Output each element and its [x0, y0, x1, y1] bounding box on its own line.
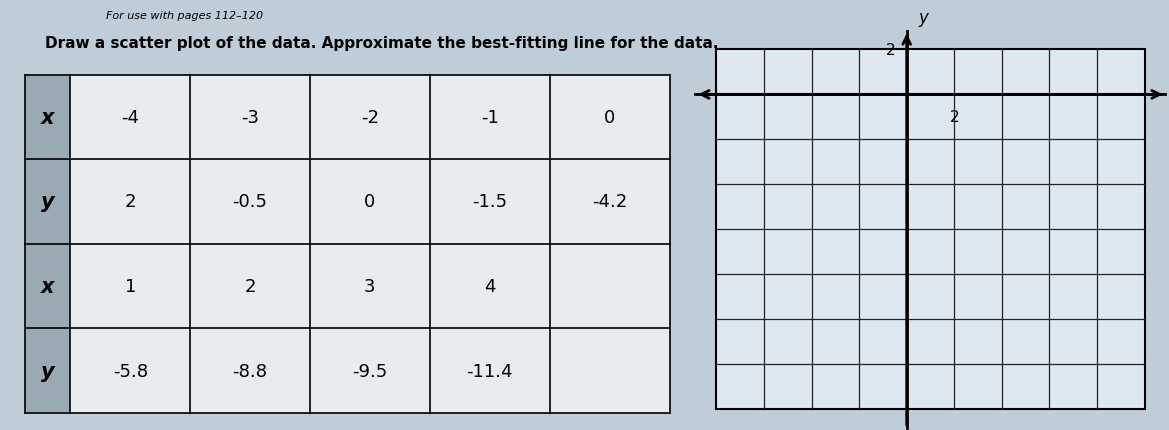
Text: 0: 0	[604, 109, 615, 126]
Bar	[191, 160, 310, 244]
Text: -9.5: -9.5	[352, 362, 388, 380]
Text: y: y	[41, 192, 55, 212]
Bar	[70, 244, 191, 329]
Bar	[310, 75, 430, 160]
Text: y: y	[41, 361, 55, 381]
Bar	[549, 160, 670, 244]
Text: -8.8: -8.8	[233, 362, 268, 380]
Text: Draw a scatter plot of the data. Approximate the best-fitting line for the data.: Draw a scatter plot of the data. Approxi…	[46, 36, 719, 51]
Text: 1: 1	[125, 277, 136, 295]
Bar	[70, 329, 191, 413]
Bar	[430, 75, 549, 160]
Text: x: x	[41, 276, 55, 296]
Text: 2: 2	[949, 110, 959, 125]
Bar	[430, 329, 549, 413]
Text: 2: 2	[124, 193, 136, 211]
Bar	[717, 50, 1144, 409]
Text: -0.5: -0.5	[233, 193, 268, 211]
Bar	[191, 75, 310, 160]
Text: -3: -3	[241, 109, 260, 126]
Text: For use with pages 112–120: For use with pages 112–120	[106, 11, 263, 21]
Text: 4: 4	[484, 277, 496, 295]
Text: -2: -2	[361, 109, 379, 126]
Bar	[310, 329, 430, 413]
Bar	[549, 75, 670, 160]
Bar	[191, 329, 310, 413]
Text: x: x	[41, 108, 55, 128]
Bar	[310, 160, 430, 244]
Text: 0: 0	[365, 193, 375, 211]
Bar	[26, 160, 70, 244]
Bar	[549, 329, 670, 413]
Bar	[26, 329, 70, 413]
Bar	[430, 244, 549, 329]
Bar	[430, 160, 549, 244]
Bar	[70, 75, 191, 160]
Text: -4: -4	[122, 109, 139, 126]
Bar	[26, 244, 70, 329]
Text: -4.2: -4.2	[592, 193, 628, 211]
Text: 2: 2	[885, 43, 895, 58]
Text: -1.5: -1.5	[472, 193, 507, 211]
Text: -11.4: -11.4	[466, 362, 513, 380]
Bar	[191, 244, 310, 329]
Text: -1: -1	[480, 109, 499, 126]
Text: -5.8: -5.8	[112, 362, 147, 380]
Bar	[70, 160, 191, 244]
Text: 2: 2	[244, 277, 256, 295]
Bar	[310, 244, 430, 329]
Bar	[26, 75, 70, 160]
Text: 3: 3	[365, 277, 375, 295]
Bar	[549, 244, 670, 329]
Text: y: y	[919, 9, 928, 28]
